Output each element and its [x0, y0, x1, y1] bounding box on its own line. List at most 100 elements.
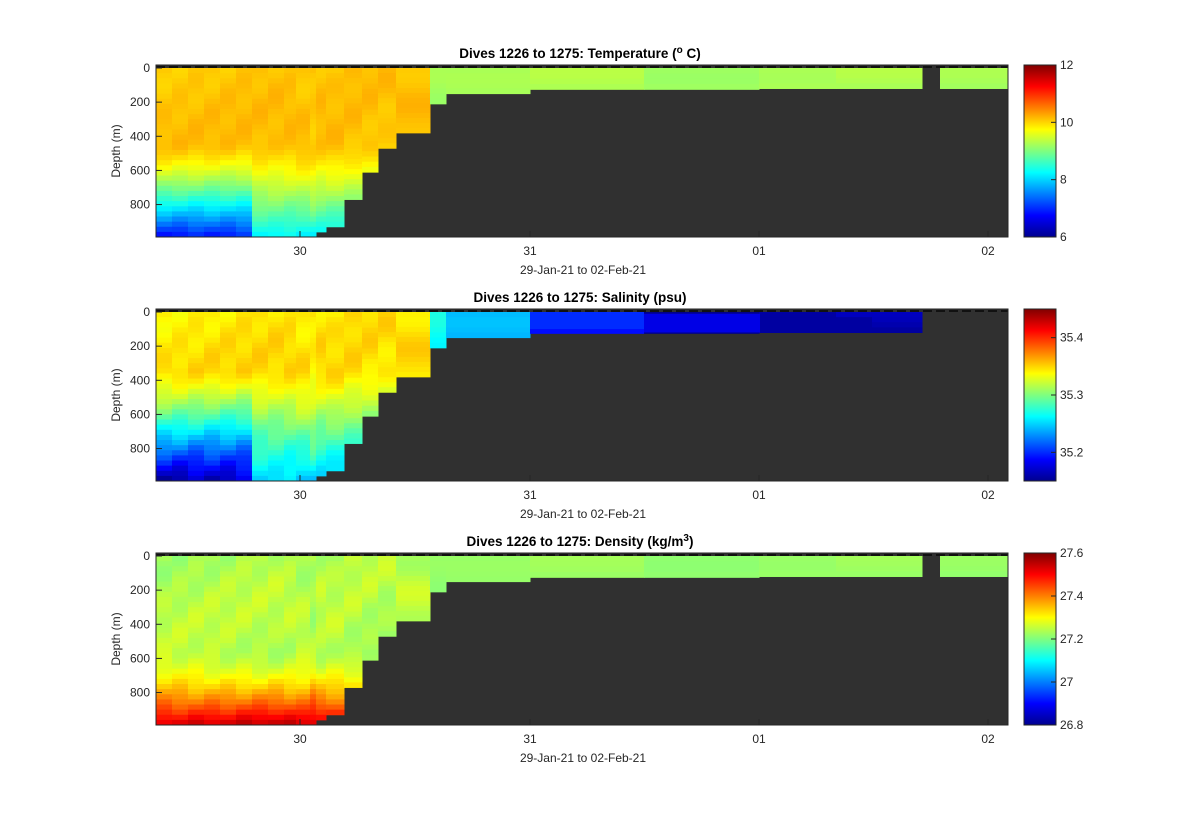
- heatmap-cell: [268, 378, 285, 385]
- heatmap-cell: [204, 388, 221, 395]
- heatmap-cell: [156, 98, 173, 105]
- heatmap-cell: [396, 87, 431, 94]
- heatmap-cell: [326, 114, 345, 120]
- heatmap-cell: [268, 78, 285, 84]
- heatmap-cell: [236, 653, 253, 659]
- heatmap-cell: [344, 159, 363, 165]
- heatmap-cell: [284, 124, 297, 130]
- heatmap-cell: [172, 103, 189, 110]
- heatmap-cell: [220, 576, 237, 583]
- heatmap-cell: [188, 175, 205, 182]
- heatmap-cell: [326, 170, 345, 177]
- heatmap-cell: [378, 332, 397, 338]
- heatmap-cell: [252, 68, 269, 74]
- heatmap-cell: [284, 653, 297, 659]
- heatmap-cell: [396, 326, 431, 333]
- heatmap-cell: [296, 637, 311, 644]
- heatmap-cell: [296, 206, 311, 212]
- heatmap-cell: [344, 362, 363, 369]
- heatmap-cell: [156, 175, 173, 182]
- heatmap-cell: [344, 98, 363, 104]
- heatmap-cell: [252, 327, 269, 333]
- heatmap-cell: [220, 211, 237, 218]
- heatmap-cell: [396, 600, 431, 607]
- heatmap-cell: [172, 363, 189, 369]
- heatmap-cell: [156, 190, 173, 197]
- heatmap-cell: [172, 617, 189, 624]
- heatmap-cell: [172, 653, 189, 659]
- heatmap-cell: [252, 637, 269, 644]
- heatmap-cell: [344, 591, 363, 597]
- heatmap-cell: [220, 602, 237, 608]
- heatmap-cell: [326, 108, 345, 115]
- heatmap-cell: [156, 383, 173, 390]
- heatmap-cell: [252, 719, 269, 726]
- heatmap-cell: [284, 317, 297, 323]
- heatmap-cell: [316, 445, 327, 451]
- heatmap-cell: [268, 108, 285, 115]
- heatmap-cell: [296, 648, 311, 654]
- heatmap-cell: [362, 592, 379, 599]
- heatmap-cell: [268, 627, 285, 634]
- heatmap-cell: [310, 206, 317, 212]
- heatmap-cell: [172, 465, 189, 472]
- heatmap-cell: [204, 78, 221, 84]
- heatmap-cell: [326, 409, 345, 415]
- heatmap-cell: [156, 119, 173, 125]
- heatmap-cell: [362, 120, 379, 126]
- heatmap-cell: [220, 643, 237, 649]
- heatmap-cell: [378, 342, 397, 348]
- heatmap-cell: [284, 352, 297, 359]
- heatmap-cell: [396, 336, 431, 343]
- heatmap-cell: [172, 627, 189, 634]
- heatmap-cell: [326, 68, 345, 74]
- heatmap-cell: [296, 566, 311, 572]
- heatmap-cell: [188, 78, 205, 84]
- heatmap-cell: [156, 414, 173, 421]
- heatmap-cell: [252, 591, 269, 598]
- heatmap-cell: [188, 612, 205, 618]
- heatmap-cell: [188, 566, 205, 572]
- heatmap-cell: [296, 149, 311, 156]
- heatmap-cell: [344, 616, 363, 623]
- heatmap-cell: [316, 327, 327, 333]
- y-tick-label: 0: [143, 61, 150, 75]
- heatmap-cell: [172, 460, 189, 467]
- heatmap-cell: [530, 561, 645, 568]
- heatmap-cell: [268, 73, 285, 79]
- heatmap-cell: [296, 704, 311, 711]
- heatmap-cell: [172, 404, 189, 410]
- heatmap-cell: [204, 668, 221, 675]
- heatmap-cell: [362, 353, 379, 360]
- heatmap-cell: [296, 465, 311, 472]
- heatmap-cell: [172, 612, 189, 618]
- heatmap-cell: [316, 460, 327, 467]
- heatmap-cell: [268, 561, 285, 567]
- heatmap-cell: [252, 607, 269, 613]
- heatmap-cell: [252, 576, 269, 583]
- heatmap-cell: [296, 684, 311, 690]
- heatmap-cell: [188, 450, 205, 456]
- heatmap-cell: [344, 327, 363, 333]
- heatmap-cell: [296, 404, 311, 410]
- heatmap-cell: [362, 135, 379, 142]
- heatmap-cell: [362, 556, 379, 562]
- heatmap-cell: [188, 180, 205, 187]
- heatmap-cell: [236, 211, 253, 218]
- heatmap-cell: [172, 201, 189, 207]
- heatmap-cell: [220, 226, 237, 233]
- heatmap-cell: [326, 643, 345, 649]
- heatmap-cell: [296, 322, 311, 328]
- heatmap-cell: [344, 118, 363, 125]
- heatmap-cell: [172, 714, 189, 721]
- heatmap-cell: [296, 347, 311, 354]
- heatmap-cell: [362, 161, 379, 168]
- heatmap-cell: [378, 581, 397, 587]
- heatmap-cell: [188, 637, 205, 644]
- heatmap-cell: [430, 98, 447, 105]
- heatmap-cell: [310, 596, 317, 603]
- heatmap-cell: [296, 134, 311, 141]
- heatmap-cell: [296, 658, 311, 665]
- heatmap-cell: [326, 144, 345, 151]
- heatmap-cell: [326, 704, 345, 711]
